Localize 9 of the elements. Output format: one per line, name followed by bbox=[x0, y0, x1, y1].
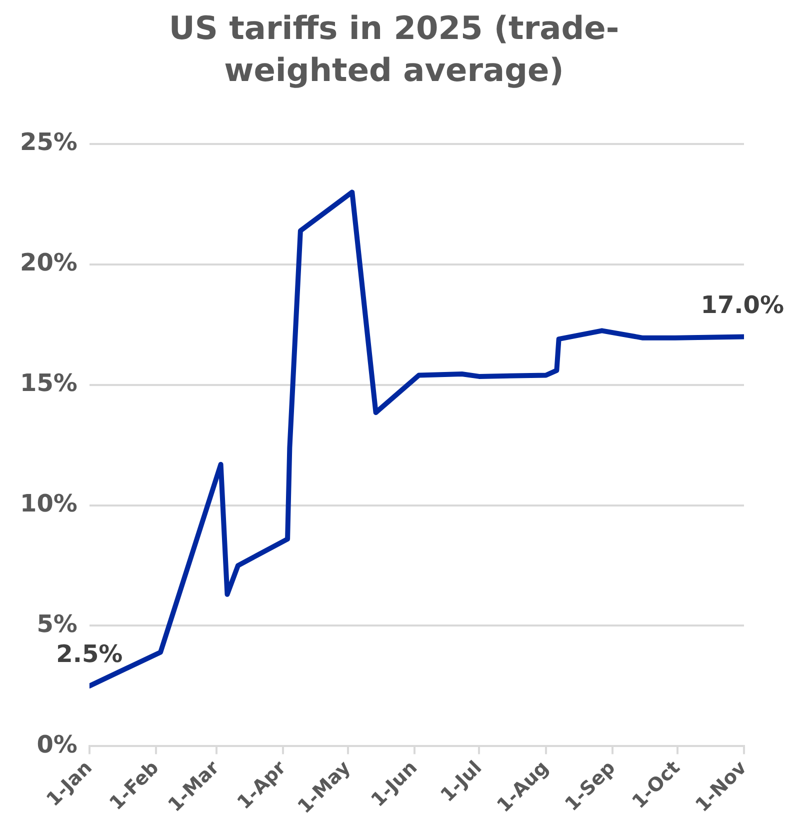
y-tick-label: 0% bbox=[36, 730, 78, 758]
y-tick-label: 5% bbox=[36, 610, 78, 638]
y-tick-label: 25% bbox=[20, 128, 78, 156]
annotation: 2.5% bbox=[56, 640, 123, 668]
y-tick-label: 20% bbox=[20, 248, 78, 277]
y-tick-label: 10% bbox=[20, 490, 78, 518]
chart-title: US tariffs in 2025 (trade-weighted average) bbox=[168, 8, 620, 91]
y-tick-label: 15% bbox=[20, 369, 78, 398]
annotation: 17.0% bbox=[700, 290, 784, 319]
